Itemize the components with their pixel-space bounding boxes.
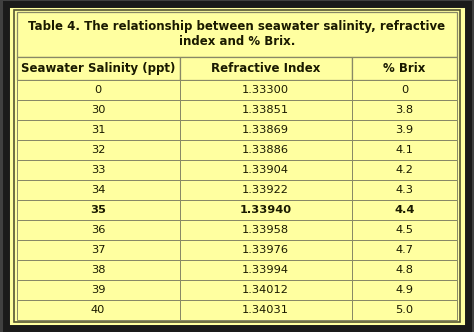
Bar bbox=[17, 200, 180, 220]
Bar bbox=[180, 260, 352, 280]
Bar bbox=[352, 200, 457, 220]
Bar bbox=[17, 180, 180, 200]
Text: 33: 33 bbox=[91, 165, 105, 175]
Text: 1.33940: 1.33940 bbox=[239, 205, 292, 215]
Text: 40: 40 bbox=[91, 305, 105, 315]
Text: 4.4: 4.4 bbox=[394, 205, 415, 215]
Text: 5.0: 5.0 bbox=[395, 305, 414, 315]
Bar bbox=[352, 220, 457, 240]
Bar bbox=[180, 200, 352, 220]
Text: % Brix: % Brix bbox=[383, 62, 426, 75]
Text: 4.8: 4.8 bbox=[395, 265, 413, 275]
Bar bbox=[17, 260, 180, 280]
Bar bbox=[352, 180, 457, 200]
Bar bbox=[352, 260, 457, 280]
Text: 4.1: 4.1 bbox=[395, 145, 413, 155]
Text: 4.7: 4.7 bbox=[395, 245, 413, 255]
Bar bbox=[17, 240, 180, 260]
Text: 1.33922: 1.33922 bbox=[242, 185, 289, 195]
Text: 3.9: 3.9 bbox=[395, 125, 414, 135]
Text: Table 4. The relationship between seawater salinity, refractive
index and % Brix: Table 4. The relationship between seawat… bbox=[28, 21, 446, 48]
Text: 37: 37 bbox=[91, 245, 105, 255]
Bar bbox=[180, 280, 352, 300]
Text: 1.33904: 1.33904 bbox=[242, 165, 289, 175]
Text: 30: 30 bbox=[91, 105, 105, 115]
Bar bbox=[352, 300, 457, 320]
Bar bbox=[352, 140, 457, 160]
Bar bbox=[17, 100, 180, 120]
Bar bbox=[352, 80, 457, 100]
Text: 4.9: 4.9 bbox=[395, 285, 413, 295]
Text: 1.33994: 1.33994 bbox=[242, 265, 289, 275]
Text: 0: 0 bbox=[401, 85, 408, 95]
Text: 39: 39 bbox=[91, 285, 105, 295]
Bar bbox=[352, 280, 457, 300]
Text: 36: 36 bbox=[91, 225, 105, 235]
Text: 1.33869: 1.33869 bbox=[242, 125, 289, 135]
Bar bbox=[180, 300, 352, 320]
Text: 1.34031: 1.34031 bbox=[242, 305, 289, 315]
Bar bbox=[17, 120, 180, 140]
Bar bbox=[180, 240, 352, 260]
Text: 34: 34 bbox=[91, 185, 105, 195]
Text: 31: 31 bbox=[91, 125, 105, 135]
Text: 1.33300: 1.33300 bbox=[242, 85, 289, 95]
Text: 1.33958: 1.33958 bbox=[242, 225, 289, 235]
Bar bbox=[17, 300, 180, 320]
Bar bbox=[17, 280, 180, 300]
Bar bbox=[352, 160, 457, 180]
Text: 4.2: 4.2 bbox=[396, 165, 413, 175]
Bar bbox=[17, 12, 457, 57]
Bar bbox=[180, 220, 352, 240]
Bar bbox=[17, 140, 180, 160]
Text: 4.5: 4.5 bbox=[395, 225, 413, 235]
Text: 4.3: 4.3 bbox=[395, 185, 413, 195]
Bar bbox=[17, 160, 180, 180]
Text: 35: 35 bbox=[90, 205, 106, 215]
Bar bbox=[180, 140, 352, 160]
Bar bbox=[352, 57, 457, 80]
Text: 1.33851: 1.33851 bbox=[242, 105, 289, 115]
Bar bbox=[180, 80, 352, 100]
Bar bbox=[180, 100, 352, 120]
Text: 3.8: 3.8 bbox=[395, 105, 414, 115]
Text: 32: 32 bbox=[91, 145, 105, 155]
Text: 38: 38 bbox=[91, 265, 105, 275]
Text: Refractive Index: Refractive Index bbox=[211, 62, 320, 75]
Text: 1.33976: 1.33976 bbox=[242, 245, 289, 255]
Text: 0: 0 bbox=[94, 85, 102, 95]
Bar bbox=[180, 160, 352, 180]
Bar bbox=[180, 180, 352, 200]
Bar bbox=[352, 100, 457, 120]
Bar bbox=[180, 120, 352, 140]
Text: Seawater Salinity (ppt): Seawater Salinity (ppt) bbox=[21, 62, 175, 75]
Bar bbox=[17, 57, 180, 80]
Bar bbox=[17, 80, 180, 100]
Text: 1.33886: 1.33886 bbox=[242, 145, 289, 155]
Bar bbox=[180, 57, 352, 80]
Bar bbox=[352, 120, 457, 140]
Text: 1.34012: 1.34012 bbox=[242, 285, 289, 295]
Bar bbox=[17, 220, 180, 240]
Bar bbox=[352, 240, 457, 260]
